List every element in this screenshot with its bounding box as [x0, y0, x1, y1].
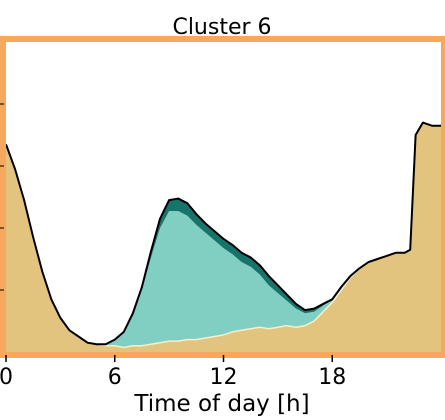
- area-series-1: [6, 122, 441, 352]
- chart-title: Cluster 6: [172, 15, 271, 40]
- total-outline-line: [5, 121, 441, 346]
- area-layer: [5, 121, 441, 352]
- area-series-2: [6, 122, 441, 348]
- x-tick-label: 0: [0, 365, 13, 390]
- x-tick-label: 12: [210, 365, 238, 390]
- x-axis-label: Time of day [h]: [133, 391, 309, 417]
- x-tick-label: 18: [318, 365, 346, 390]
- x-axis: 0 6 12 18: [0, 103, 346, 390]
- x-tick-label: 6: [108, 365, 122, 390]
